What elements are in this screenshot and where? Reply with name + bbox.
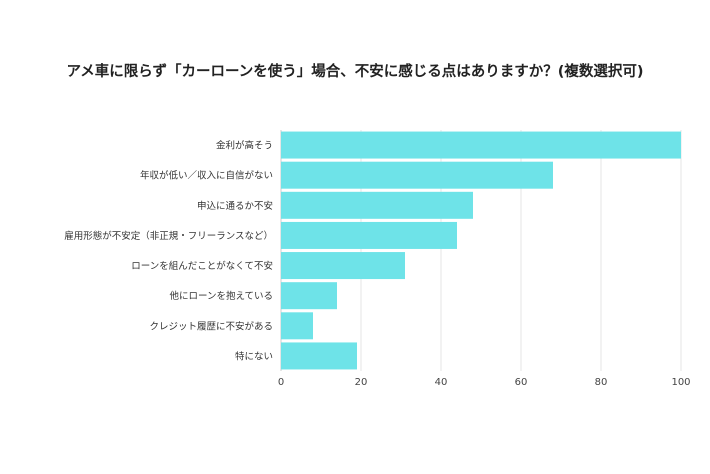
- x-tick-label: 20: [355, 377, 368, 388]
- x-tick-label: 100: [671, 377, 690, 388]
- bar: [281, 191, 473, 219]
- category-label: ローンを組んだことがなくて不安: [131, 260, 273, 272]
- x-tick-label: 60: [515, 377, 528, 388]
- bar: [281, 161, 553, 189]
- bar: [281, 282, 337, 310]
- bar: [281, 221, 457, 249]
- bar: [281, 342, 357, 370]
- category-label: クレジット履歴に不安がある: [149, 320, 273, 332]
- category-labels: 金利が高そう年収が低い／収入に自信がない申込に通るか不安雇用形態が不安定（非正規…: [64, 140, 273, 363]
- x-tick-labels: 0 20 40 60 80 100: [278, 377, 691, 388]
- bar: [281, 312, 313, 340]
- category-label: 金利が高そう: [216, 140, 273, 152]
- category-label: 申込に通るか不安: [197, 200, 273, 212]
- bar: [281, 252, 405, 280]
- chart-title: アメ車に限らず「カーローンを使う」場合、不安に感じる点はありますか？(複数選択可…: [66, 64, 644, 80]
- category-label: 特にない: [235, 350, 273, 362]
- x-tick-label: 40: [435, 377, 448, 388]
- category-label: 他にローンを抱えている: [169, 290, 273, 302]
- x-tick-label: 80: [595, 377, 608, 388]
- category-label: 雇用形態が不安定（非正規・フリーランスなど）: [64, 230, 273, 242]
- bar: [281, 131, 681, 159]
- category-label: 年収が低い／収入に自信がない: [140, 170, 273, 182]
- bars: [281, 131, 681, 370]
- x-tick-label: 0: [278, 377, 284, 388]
